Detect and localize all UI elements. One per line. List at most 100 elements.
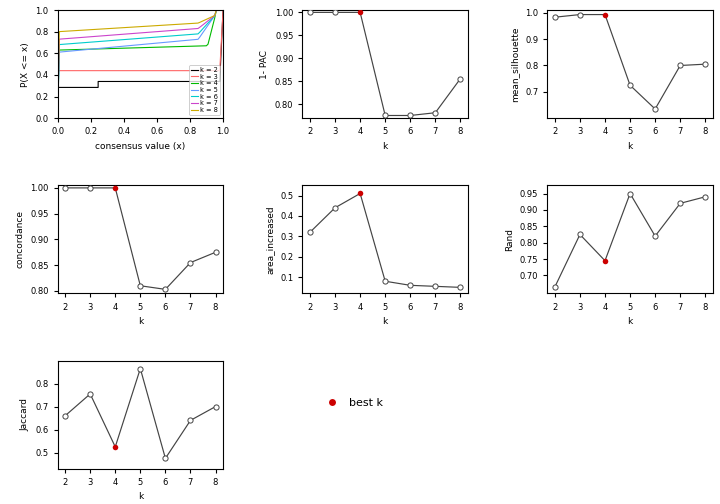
Point [84, 184, 96, 192]
X-axis label: k: k [627, 317, 633, 326]
X-axis label: k: k [382, 142, 388, 151]
k = 4 [53, 115, 62, 121]
Point [59, 412, 71, 420]
k = 4 [85, 46, 94, 52]
k = 6 [212, 7, 221, 13]
k = 5 [212, 7, 221, 13]
Point [210, 248, 221, 257]
k = 3 [53, 115, 62, 121]
k = 5 [219, 7, 228, 13]
Point [305, 228, 316, 236]
Point [574, 11, 585, 19]
k = 8 [205, 15, 214, 21]
Line: k = 4: k = 4 [58, 10, 223, 118]
k = 8 [210, 13, 219, 19]
k = 8 [212, 7, 221, 13]
Point [379, 111, 391, 119]
Point [160, 285, 171, 293]
k = 6 [91, 39, 100, 45]
X-axis label: k: k [138, 492, 143, 501]
k = 5 [53, 115, 62, 121]
Point [109, 443, 121, 451]
Point [649, 232, 661, 240]
Point [84, 390, 96, 398]
k = 5 [91, 46, 100, 52]
k = 6 [210, 13, 219, 19]
Point [624, 190, 636, 198]
Point [430, 282, 441, 290]
k = 6 [219, 7, 228, 13]
k = 8 [53, 115, 62, 121]
k = 7 [210, 13, 219, 19]
Point [354, 9, 366, 17]
Point [574, 230, 585, 238]
k = 7 [138, 30, 147, 36]
Point [329, 204, 341, 212]
k = 3 [219, 7, 228, 13]
Y-axis label: P(X <= x): P(X <= x) [21, 42, 30, 87]
k = 5 [210, 13, 219, 19]
k = 7 [91, 33, 100, 39]
Point [454, 283, 466, 291]
Point [354, 190, 366, 198]
Line: k = 7: k = 7 [58, 10, 223, 118]
Point [135, 282, 146, 290]
Point [210, 403, 221, 411]
k = 7 [53, 115, 62, 121]
k = 8 [152, 23, 161, 29]
Line: k = 2: k = 2 [58, 10, 223, 118]
Y-axis label: area_increased: area_increased [266, 205, 274, 274]
k = 6 [85, 39, 94, 45]
k = 8 [219, 7, 228, 13]
Point [549, 13, 561, 21]
k = 8 [85, 27, 94, 33]
Y-axis label: concordance: concordance [16, 210, 24, 269]
Point [379, 277, 391, 285]
Point [454, 75, 466, 83]
k = 4 [210, 15, 219, 21]
k = 4 [212, 7, 221, 13]
k = 6 [152, 34, 161, 40]
k = 2 [94, 84, 102, 90]
Line: k = 6: k = 6 [58, 10, 223, 118]
k = 7 [85, 34, 94, 40]
k = 2 [94, 79, 102, 85]
Point [329, 9, 341, 17]
Legend: k = 2, k = 3, k = 4, k = 5, k = 6, k = 7, k = 8: k = 2, k = 3, k = 4, k = 5, k = 6, k = 7… [189, 65, 220, 115]
Point [430, 109, 441, 117]
k = 2 [53, 115, 62, 121]
k = 8 [91, 26, 100, 32]
k = 6 [205, 18, 214, 24]
k = 7 [152, 29, 161, 35]
Point [109, 184, 121, 192]
k = 4 [138, 44, 147, 50]
k = 7 [205, 17, 214, 23]
Point [305, 9, 316, 17]
k = 5 [152, 40, 161, 46]
Point [700, 60, 711, 68]
Y-axis label: 1- PAC: 1- PAC [261, 50, 269, 79]
k = 6 [138, 35, 147, 41]
Point [185, 416, 197, 424]
k = 2 [215, 79, 224, 85]
Point [549, 283, 561, 291]
X-axis label: k: k [138, 317, 143, 326]
k = 5 [205, 20, 214, 26]
Point [185, 259, 197, 267]
X-axis label: consensus value (x): consensus value (x) [95, 142, 186, 151]
Point [59, 184, 71, 192]
Y-axis label: Rand: Rand [505, 228, 514, 251]
k = 4 [219, 7, 228, 13]
Y-axis label: mean_silhouette: mean_silhouette [510, 26, 520, 102]
Point [700, 193, 711, 201]
Point [675, 199, 686, 207]
Point [405, 281, 416, 289]
k = 4 [152, 44, 161, 50]
k = 7 [219, 7, 228, 13]
k = 5 [85, 46, 94, 52]
k = 3 [53, 68, 62, 74]
Line: k = 5: k = 5 [58, 10, 223, 118]
Point [649, 105, 661, 113]
Point [135, 364, 146, 372]
Point [599, 11, 611, 19]
